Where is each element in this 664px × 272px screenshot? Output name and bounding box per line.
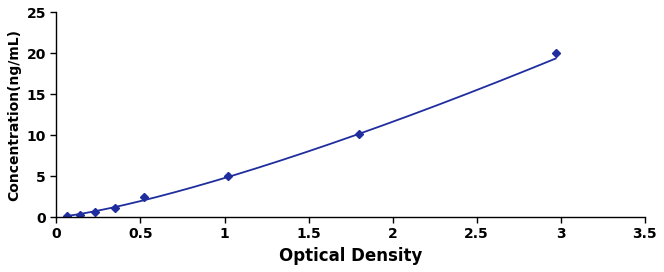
- X-axis label: Optical Density: Optical Density: [279, 247, 422, 265]
- Y-axis label: Concentration(ng/mL): Concentration(ng/mL): [7, 29, 21, 201]
